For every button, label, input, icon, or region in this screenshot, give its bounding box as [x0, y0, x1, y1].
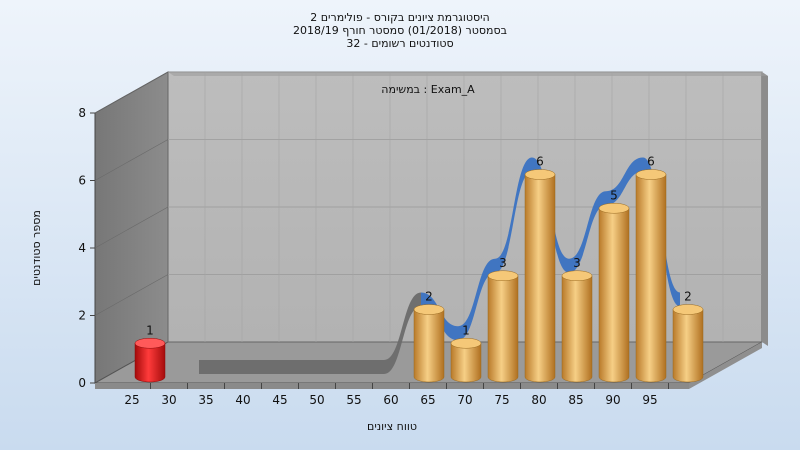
chart-title-line-3: סטודנטים רשומים - 32	[346, 37, 454, 50]
y-tick-label: 6	[78, 174, 86, 188]
bar-value-label: 1	[146, 323, 154, 337]
x-tick-label: 95	[642, 393, 657, 407]
trend-ribbon	[199, 157, 680, 374]
x-tick-label: 50	[309, 393, 324, 407]
bar	[672, 304, 704, 383]
floor-edge	[95, 383, 689, 389]
y-axis-label: מספר סטודנטים	[30, 210, 43, 286]
bar	[635, 169, 667, 383]
x-tick-label: 70	[457, 393, 472, 407]
gridline-wall	[94, 139, 169, 181]
x-tick-label: 90	[605, 393, 620, 407]
y-tick-label: 2	[78, 309, 86, 323]
y-tick-label: 4	[78, 241, 86, 255]
bar	[487, 270, 519, 383]
bar	[561, 270, 593, 383]
x-tick-label: 35	[198, 393, 213, 407]
bar	[413, 304, 445, 383]
x-tick-label: 75	[494, 393, 509, 407]
x-tick-label: 40	[235, 393, 250, 407]
bar-value-label: 5	[610, 188, 618, 202]
x-tick-label: 60	[383, 393, 398, 407]
y-tick-label: 8	[78, 106, 86, 120]
bar-value-label: 1	[462, 323, 470, 337]
trend-ribbon-high	[421, 157, 680, 341]
bar-value-label: 2	[684, 290, 692, 304]
bar-value-label: 3	[573, 256, 581, 270]
y-axis-ticks: 0 2 4 6 8	[78, 106, 95, 390]
floor-right-edge	[689, 342, 762, 389]
x-tick-label: 85	[568, 393, 583, 407]
x-tick-label: 55	[346, 393, 361, 407]
bar	[134, 338, 166, 383]
bars	[134, 169, 704, 383]
back-wall-right-edge	[762, 72, 768, 346]
bar-value-label: 6	[536, 155, 544, 169]
bar	[524, 169, 556, 383]
bar-value-label: 6	[647, 155, 655, 169]
y-tick-label: 0	[78, 376, 86, 390]
x-tick-label: 30	[161, 393, 176, 407]
x-tick-label: 80	[531, 393, 546, 407]
data-labels: 1 2 1 3 6 3 5 6 2	[146, 155, 692, 338]
x-tick-label: 65	[420, 393, 435, 407]
gridline-wall	[94, 274, 169, 316]
bar-value-label: 2	[425, 290, 433, 304]
x-tick-label: 25	[124, 393, 139, 407]
x-tick-label: 45	[272, 393, 287, 407]
gridline-wall	[94, 71, 169, 114]
back-wall-top-edge	[168, 72, 768, 76]
bar	[450, 338, 482, 383]
trend-ribbon-low	[199, 292, 421, 374]
x-axis-ticks: 25 30 35 40 45 50 55 60 65 70 75 80 85 90 95	[124, 383, 669, 407]
chart-title-line-1: היסטוגרמת ציונים בקורס - פולימרים 2	[310, 11, 490, 24]
bar	[598, 203, 630, 383]
chart-title-line-2: בסמסטר (01/2018) סמסטר חורף 2018/19	[293, 24, 507, 37]
chart-subtitle: במשימה : Exam_A	[381, 83, 475, 96]
x-axis-label: טווח ציונים	[367, 420, 417, 433]
gridline-wall	[94, 206, 169, 249]
bar-value-label: 3	[499, 256, 507, 270]
